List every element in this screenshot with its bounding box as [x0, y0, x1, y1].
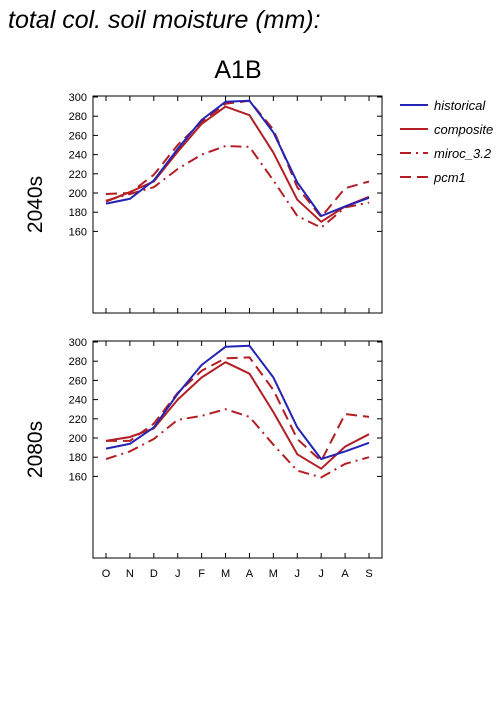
series-historical — [105, 99, 370, 217]
legend: historical composite miroc_3.2 pcm1 — [400, 98, 493, 185]
y-tick-label: 160 — [69, 471, 87, 483]
y-tick-label: 280 — [69, 356, 87, 368]
y-tick-label: 300 — [69, 92, 87, 104]
x-tick-label: S — [365, 568, 372, 580]
plot-frame — [92, 95, 383, 314]
y-tick-label: 200 — [69, 188, 87, 200]
x-tick-label: M — [269, 568, 278, 580]
y-tick-label: 260 — [69, 130, 87, 142]
y-tick-label: 220 — [69, 414, 87, 426]
y-tick-label: 180 — [69, 452, 87, 464]
x-tick-label: N — [126, 568, 134, 580]
series-pcm1 — [106, 356, 370, 462]
panel-2080s: 300 280 260 240 220 200 180 160 2080s O N D J F M A M J J A… — [24, 337, 383, 580]
x-tick-label: O — [102, 568, 111, 580]
row-label: 2080s — [24, 421, 47, 478]
y-tick-label: 220 — [69, 169, 87, 181]
y-tick-label: 240 — [69, 150, 87, 162]
x-tick-label: J — [318, 568, 324, 580]
legend-label: pcm1 — [433, 170, 466, 185]
legend-label: composite — [434, 122, 493, 137]
scenario-title: A1B — [214, 56, 262, 84]
series-historical — [105, 344, 370, 461]
x-tick-label: D — [150, 568, 158, 580]
y-tick-label: 160 — [69, 226, 87, 238]
series-composite — [105, 361, 370, 470]
x-tick-label: M — [221, 568, 230, 580]
x-tick-label: J — [295, 568, 301, 580]
x-tick-label: A — [341, 568, 349, 580]
series-miroc-3-2 — [105, 408, 370, 479]
series-miroc-3-2 — [105, 145, 370, 229]
y-tick-label: 200 — [69, 433, 87, 445]
page-title: total col. soil moisture (mm): — [8, 6, 321, 34]
legend-label: miroc_3.2 — [434, 146, 492, 161]
x-tick-label: J — [175, 568, 181, 580]
plot-frame — [92, 340, 383, 559]
x-tick-label: A — [246, 568, 254, 580]
y-tick-label: 260 — [69, 375, 87, 387]
series-pcm1 — [105, 99, 370, 218]
y-tick-label: 300 — [69, 337, 87, 349]
y-tick-label: 280 — [69, 111, 87, 123]
panel-2040s: 300 280 260 240 220 200 180 160 2040s — [24, 92, 383, 314]
series-composite — [105, 105, 370, 223]
x-tick-label: F — [198, 568, 205, 580]
y-tick-label: 240 — [69, 395, 87, 407]
y-tick-label: 180 — [69, 207, 87, 219]
legend-label: historical — [434, 98, 486, 113]
row-label: 2040s — [24, 176, 47, 233]
